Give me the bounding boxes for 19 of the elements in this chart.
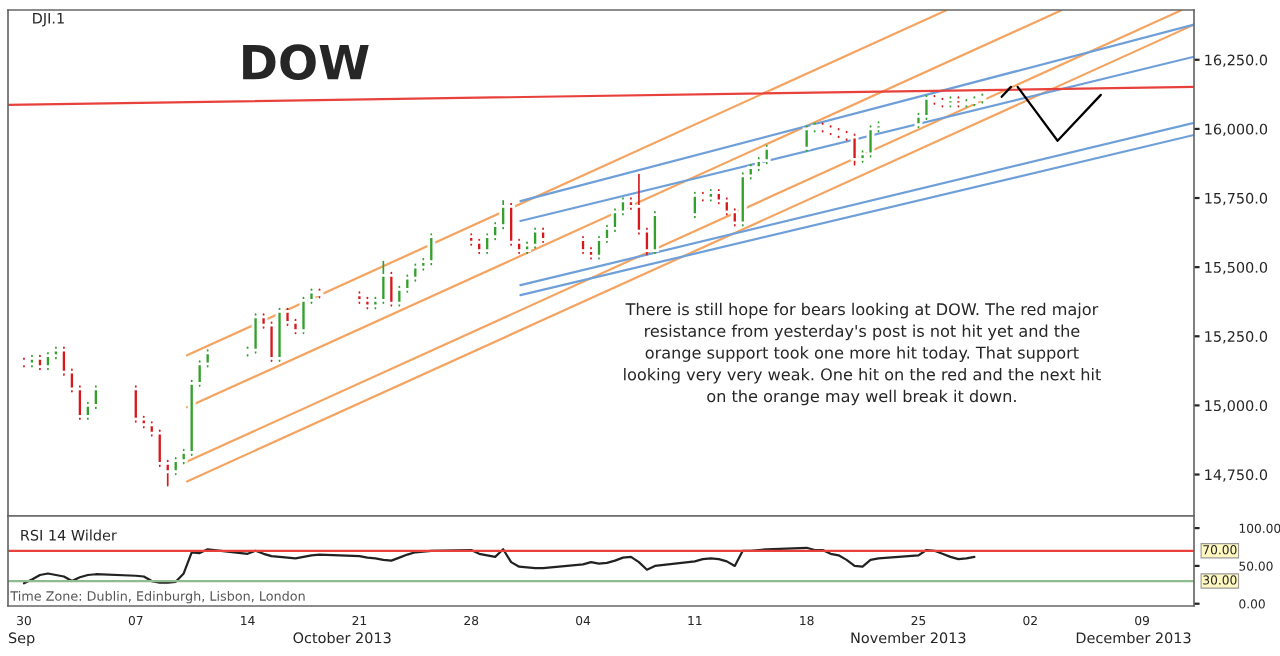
candlestick xyxy=(650,211,659,255)
candlestick xyxy=(387,271,396,307)
candlestick xyxy=(922,94,931,121)
candlestick xyxy=(131,385,140,423)
candlestick xyxy=(802,125,811,152)
candlestick xyxy=(850,133,859,166)
candlestick xyxy=(299,296,308,335)
candlestick xyxy=(738,172,747,227)
candlestick xyxy=(690,191,699,219)
text: DOW xyxy=(243,44,369,81)
candlestick xyxy=(275,307,284,362)
candlestick xyxy=(427,233,436,266)
candlestick xyxy=(866,125,875,158)
candlestick xyxy=(507,202,516,246)
annotation: There is still hope for bears looking at DOW. The red major resistance from yesterday's post is not hit yet and the orange support took one more hit today. That support looking very very weak. One hit on the red and the next hit on the orange may well break it down. xyxy=(624,302,1101,406)
candlestick xyxy=(251,313,260,354)
candlestick xyxy=(531,227,540,249)
line-series xyxy=(22,546,976,585)
candlestick xyxy=(379,260,388,304)
